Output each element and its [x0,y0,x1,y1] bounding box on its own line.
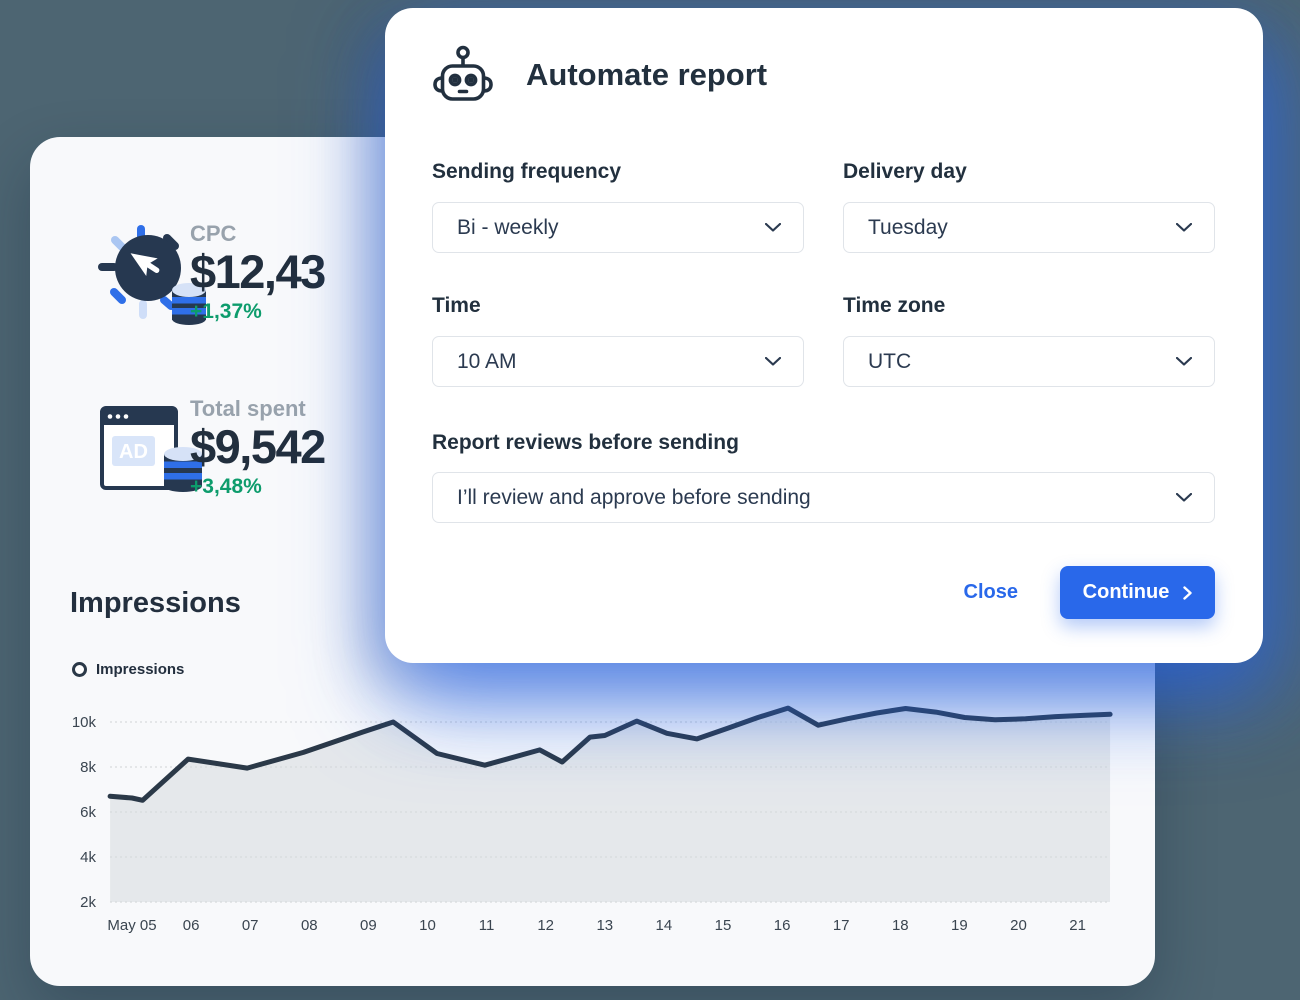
svg-text:16: 16 [774,917,791,934]
chevron-down-icon [1176,493,1192,502]
delivery-day-label: Delivery day [843,160,967,183]
cursor-click-coins-icon [98,225,206,325]
time-zone-select[interactable]: UTC [843,336,1215,387]
modal-button-row: Close Continue [385,566,1215,619]
svg-text:8k: 8k [80,759,96,776]
svg-text:11: 11 [479,917,495,934]
cpc-delta: +1,37% [190,299,262,323]
sending-frequency-select[interactable]: Bi - weekly [432,202,804,253]
legend-label: Impressions [96,661,185,678]
sending-frequency-label: Sending frequency [432,160,622,183]
svg-text:10: 10 [419,917,436,934]
svg-text:AD: AD [119,441,148,463]
svg-text:15: 15 [715,917,732,934]
cpc-label: CPC [190,221,237,246]
chevron-down-icon [1176,223,1192,232]
report-reviews-value: I’ll review and approve before sending [457,485,811,509]
cpc-value: $12,43 [190,245,326,298]
total-spent-delta: +3,48% [190,474,262,498]
impressions-chart-area: 2k 4k 6k 8k 10k May 05 06 07 08 09 10 11 12 13 14 15 16 1… [60,700,1140,955]
time-zone-value: UTC [868,349,912,373]
svg-text:6k: 6k [80,804,96,821]
total-spent-label: Total spent [190,396,306,421]
modal-header: Automate report [432,44,767,106]
impressions-heading: Impressions [70,587,241,619]
svg-text:08: 08 [301,917,318,934]
report-reviews-label: Report reviews before sending [432,431,739,454]
impressions-chart: 2k 4k 6k 8k 10k May 05 06 07 08 09 10 11 12 13 14 15 16 1… [72,705,1113,934]
automate-report-modal: Automate report Sending frequency Delive… [385,8,1263,663]
delivery-day-select[interactable]: Tuesday [843,202,1215,253]
svg-text:4k: 4k [80,849,96,866]
modal-title: Automate report [526,57,768,92]
delivery-day-value: Tuesday [868,215,948,239]
chevron-down-icon [765,357,781,366]
time-label: Time [432,294,481,317]
svg-text:07: 07 [242,917,259,934]
svg-text:13: 13 [596,917,613,934]
svg-text:14: 14 [656,917,673,934]
svg-text:06: 06 [183,917,200,934]
svg-text:17: 17 [833,917,850,934]
svg-text:21: 21 [1069,917,1086,934]
continue-button[interactable]: Continue [1060,566,1215,619]
time-value: 10 AM [457,349,517,373]
svg-text:19: 19 [951,917,968,934]
report-reviews-select[interactable]: I’ll review and approve before sending [432,472,1215,523]
time-select[interactable]: 10 AM [432,336,804,387]
total-spent-value: $9,542 [190,420,326,473]
close-button[interactable]: Close [950,571,1032,614]
sending-frequency-value: Bi - weekly [457,215,559,239]
chevron-down-icon [1176,357,1192,366]
legend-circle-icon [72,662,87,677]
svg-text:2k: 2k [80,894,96,911]
svg-text:18: 18 [892,917,909,934]
ad-window-coins-icon: AD [100,406,202,492]
time-zone-label: Time zone [843,294,946,317]
chevron-right-icon [1183,585,1193,600]
chevron-down-icon [765,223,781,232]
svg-text:09: 09 [360,917,377,934]
svg-text:May 05: May 05 [107,917,156,934]
continue-button-label: Continue [1082,581,1170,603]
robot-icon [433,45,493,101]
svg-text:12: 12 [537,917,554,934]
impressions-legend: Impressions [72,661,184,678]
svg-text:20: 20 [1010,917,1027,934]
svg-text:10k: 10k [72,714,97,731]
